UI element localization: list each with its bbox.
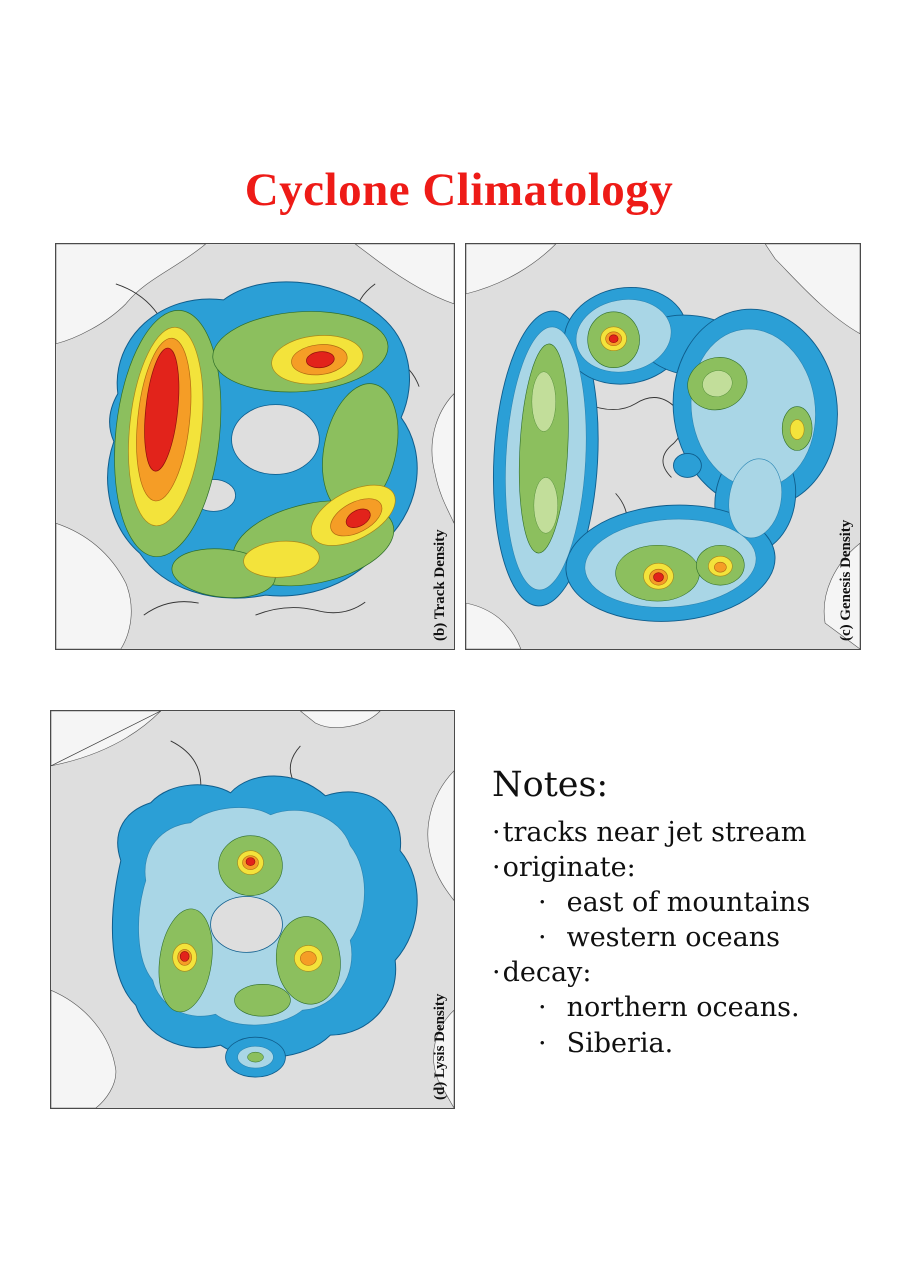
bullet: ·	[492, 957, 501, 989]
note-line: · northern oceans.	[492, 990, 902, 1025]
bullet: ·	[538, 1027, 547, 1059]
notes-section: Notes: · tracks near jet stream · origin…	[492, 765, 902, 1061]
genesis-density-map-graphic: (c) Genesis Density	[466, 244, 860, 649]
map-genesis-density: (c) Genesis Density	[465, 243, 861, 650]
map-lysis-density: (d) Lysis Density	[50, 710, 455, 1109]
bullet: ·	[492, 852, 501, 884]
note-text: northern oceans.	[566, 992, 800, 1024]
note-line: · east of mountains	[492, 885, 902, 920]
lysis-density-map-graphic: (d) Lysis Density	[51, 711, 454, 1108]
note-line: · western oceans	[492, 920, 902, 955]
bullet: ·	[538, 887, 547, 919]
bullet: ·	[538, 992, 547, 1024]
note-line: · decay:	[492, 955, 902, 990]
note-text: tracks near jet stream	[502, 817, 807, 848]
map-c-label: (c) Genesis Density	[838, 519, 854, 641]
note-text: decay:	[502, 957, 592, 989]
note-text: western oceans	[566, 922, 780, 954]
note-line: · Siberia.	[492, 1026, 902, 1061]
notes-heading: Notes:	[492, 765, 609, 805]
page-title: Cyclone Climatology	[244, 164, 674, 216]
note-line: · tracks near jet stream	[492, 815, 902, 850]
note-text: east of mountains	[566, 887, 811, 919]
note-text: originate:	[502, 852, 636, 884]
bullet: ·	[538, 922, 547, 954]
note-text: Siberia.	[566, 1027, 674, 1059]
map-track-density: (b) Track Density	[55, 243, 455, 650]
map-b-label: (b) Track Density	[432, 529, 448, 641]
note-line: · originate:	[492, 850, 902, 885]
map-d-label: (d) Lysis Density	[432, 993, 448, 1100]
track-density-map-graphic: (b) Track Density	[56, 244, 454, 649]
bullet: ·	[492, 817, 501, 848]
